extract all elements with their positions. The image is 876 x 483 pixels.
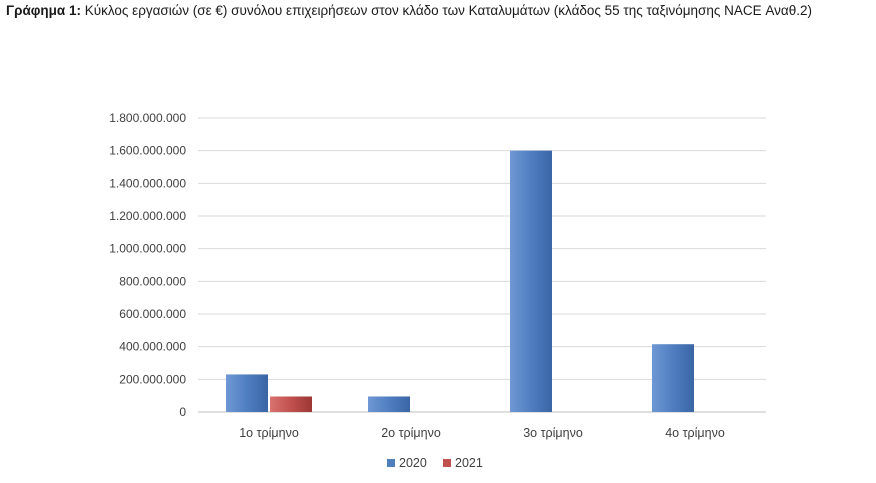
y-tick-label: 1.800.000.000	[109, 111, 186, 125]
bar-2020-4	[652, 344, 694, 412]
legend: 2020 2021	[387, 456, 483, 470]
y-tick-label: 200.000.000	[119, 372, 186, 386]
y-axis-tick-labels: 0 200.000.000 400.000.000 600.000.000 800.00…	[109, 111, 186, 419]
x-category-label: 4ο τρίμηνο	[665, 426, 725, 440]
y-tick-label: 1.600.000.000	[109, 144, 186, 158]
y-tick-label: 400.000.000	[119, 340, 186, 354]
x-axis-category-labels: 1ο τρίμηνο 2ο τρίμηνο 3ο τρίμηνο 4ο τρίμηνο	[239, 426, 725, 440]
figure-caption-text: Κύκλος εργασιών (σε €) συνόλου επιχειρήσ…	[80, 3, 812, 18]
x-category-label: 3ο τρίμηνο	[523, 426, 583, 440]
y-tick-label: 800.000.000	[119, 274, 186, 288]
legend-label-2021: 2021	[455, 456, 483, 470]
x-category-label: 1ο τρίμηνο	[239, 426, 299, 440]
y-tick-label: 600.000.000	[119, 307, 186, 321]
bar-2020-3	[510, 150, 552, 412]
legend-label-2020: 2020	[399, 456, 427, 470]
bar-2021-1	[270, 396, 312, 412]
figure-caption-lead: Γράφημα 1:	[6, 3, 81, 18]
y-tick-label: 1.000.000.000	[109, 242, 186, 256]
y-tick-label: 0	[179, 405, 186, 419]
x-category-label: 2ο τρίμηνο	[381, 426, 441, 440]
bar-2020-1	[226, 374, 268, 412]
bar-2020-2	[368, 396, 410, 412]
legend-swatch-2021	[443, 459, 451, 467]
bars	[226, 150, 694, 412]
figure-caption: Γράφημα 1: Κύκλος εργασιών (σε €) συνόλο…	[6, 2, 868, 19]
y-tick-label: 1.400.000.000	[109, 176, 186, 190]
legend-swatch-2020	[387, 459, 395, 467]
y-tick-label: 1.200.000.000	[109, 209, 186, 223]
